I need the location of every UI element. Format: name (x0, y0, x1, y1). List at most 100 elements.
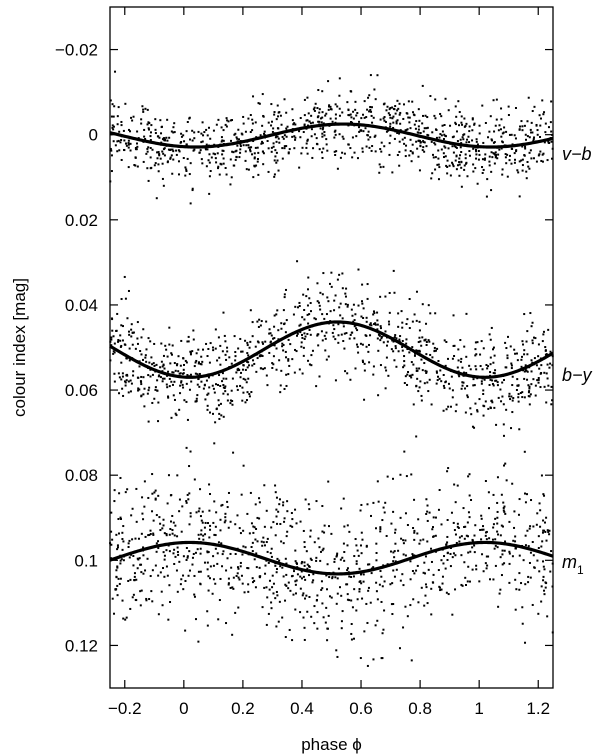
data-point (303, 114, 306, 117)
data-point (537, 154, 540, 157)
data-point (382, 165, 385, 168)
data-point (158, 516, 161, 519)
data-point (468, 364, 471, 367)
data-point (193, 574, 196, 577)
data-point (543, 568, 546, 571)
data-point (305, 142, 308, 145)
data-point (170, 380, 173, 383)
data-point (127, 128, 130, 131)
data-point (321, 313, 324, 316)
data-point (320, 588, 323, 591)
data-point (373, 323, 376, 326)
data-point (171, 344, 174, 347)
data-point (179, 583, 182, 586)
data-point (423, 150, 426, 153)
data-point (321, 549, 324, 552)
data-point (549, 570, 552, 573)
data-point (321, 151, 324, 154)
data-point (377, 333, 380, 336)
data-point (519, 391, 522, 394)
data-point (409, 138, 412, 141)
data-point (196, 373, 199, 376)
data-point (392, 340, 395, 343)
data-point (134, 347, 137, 350)
data-point (336, 655, 339, 658)
data-point (482, 528, 485, 531)
data-point (394, 542, 397, 545)
data-point (235, 371, 238, 374)
data-point (217, 399, 220, 402)
data-point (375, 581, 378, 584)
data-point (258, 501, 261, 504)
data-point (152, 532, 155, 535)
data-point (449, 124, 452, 127)
data-point (293, 135, 296, 138)
data-point (132, 331, 135, 334)
data-point (284, 288, 287, 291)
data-point (281, 616, 284, 619)
data-point (389, 122, 392, 125)
data-point (509, 398, 512, 401)
data-point (157, 494, 160, 497)
data-point (354, 367, 357, 370)
data-point (512, 397, 515, 400)
data-point (154, 162, 157, 165)
data-point (415, 319, 418, 322)
data-point (225, 377, 228, 380)
data-point (524, 641, 527, 644)
data-point (367, 350, 370, 353)
data-point (430, 177, 433, 180)
data-point (284, 636, 287, 639)
data-point (501, 381, 504, 384)
data-point (356, 549, 359, 552)
data-point (197, 377, 200, 380)
data-point (346, 372, 349, 375)
data-point (276, 594, 279, 597)
data-point (227, 583, 230, 586)
data-point (363, 116, 366, 119)
data-point (302, 354, 305, 357)
data-point (372, 365, 375, 368)
data-point (209, 411, 211, 414)
data-point (352, 320, 355, 323)
data-point (278, 141, 281, 144)
data-point (326, 627, 329, 630)
data-point (484, 480, 487, 483)
data-point (172, 126, 175, 129)
data-point (249, 148, 252, 151)
data-point (197, 130, 200, 133)
data-point (167, 474, 170, 477)
data-point (197, 362, 200, 365)
data-point (262, 536, 265, 539)
data-point (335, 150, 338, 153)
data-point (274, 564, 277, 567)
data-point (547, 126, 550, 129)
data-point (166, 139, 169, 142)
data-point (348, 530, 351, 533)
data-point (321, 128, 324, 131)
data-point (532, 157, 535, 160)
data-point (266, 550, 269, 553)
data-point (436, 163, 439, 166)
data-point (309, 122, 312, 125)
data-point (477, 149, 480, 152)
data-point (311, 121, 314, 124)
data-point (235, 149, 238, 152)
data-point (147, 337, 150, 340)
data-point (512, 539, 515, 542)
data-point (368, 146, 371, 149)
data-point (542, 333, 545, 336)
data-point (235, 136, 238, 139)
data-point (434, 143, 437, 146)
data-point (504, 341, 507, 344)
data-point (222, 377, 225, 380)
data-point (456, 484, 459, 487)
data-point (136, 130, 139, 133)
data-point (376, 337, 379, 340)
data-point (301, 146, 304, 149)
data-point (496, 476, 499, 479)
data-point (533, 136, 536, 139)
data-point (356, 345, 359, 348)
data-point (303, 318, 306, 321)
